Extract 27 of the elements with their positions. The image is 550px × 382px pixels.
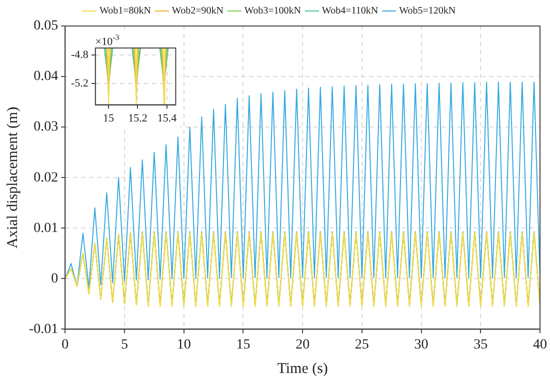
x-tick-label: 25 bbox=[354, 337, 369, 352]
y-tick-label: 0.02 bbox=[34, 170, 58, 186]
y-axis-title: Axial displacement (m) bbox=[4, 106, 21, 248]
x-tick-label: 35 bbox=[474, 337, 488, 352]
y-tick-label: 0.01 bbox=[34, 220, 58, 236]
x-tick-label: 10 bbox=[176, 337, 191, 352]
y-tick-label: 0 bbox=[51, 271, 58, 286]
y-tick-label: -0.01 bbox=[28, 322, 58, 337]
y-tick-label: -5.2 bbox=[70, 77, 88, 90]
x-tick-label: 15 bbox=[236, 337, 250, 352]
x-tick-label: 5 bbox=[121, 337, 128, 352]
legend-label: Wob4=110kN bbox=[322, 6, 378, 17]
x-tick-label: 15.4 bbox=[157, 112, 178, 124]
x-tick-label: 20 bbox=[296, 337, 310, 352]
y-tick-label: 0.05 bbox=[34, 18, 58, 34]
legend-label: Wob5=120kN bbox=[399, 6, 456, 17]
legend-label: Wob2=90kN bbox=[172, 6, 224, 17]
x-tick-label: 15.2 bbox=[128, 112, 148, 124]
x-axis-title: Time (s) bbox=[277, 360, 328, 377]
y-tick-label: -4.8 bbox=[70, 48, 89, 61]
y-tick-label: 0.04 bbox=[34, 69, 58, 84]
x-tick-label: 40 bbox=[533, 337, 547, 352]
x-tick-label: 15 bbox=[103, 112, 115, 124]
y-tick-label: 0.03 bbox=[34, 120, 58, 135]
x-tick-label: 30 bbox=[414, 337, 428, 352]
legend-label: Wob1=80kN bbox=[99, 6, 151, 17]
legend-label: Wob3=100kN bbox=[244, 6, 301, 17]
